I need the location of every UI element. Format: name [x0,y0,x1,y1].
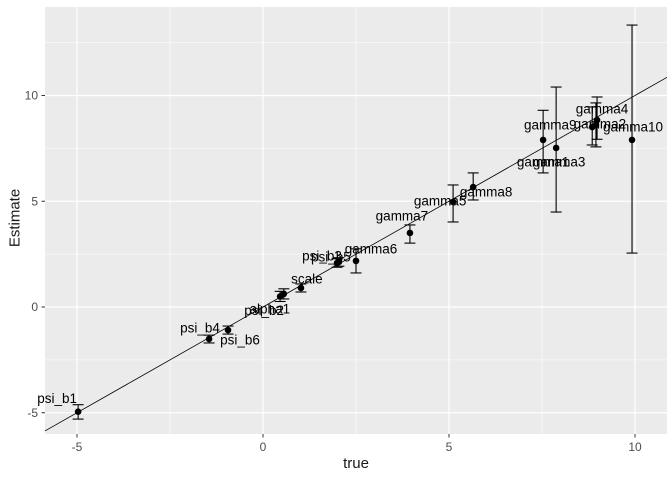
point-label-psi_b6: psi_b6 [220,333,260,348]
point-alpha1 [280,290,288,298]
point-label-psi_b1: psi_b1 [37,391,77,406]
point-gamma4 [593,116,601,124]
point-label-gamma2: gamma2 [574,116,627,131]
point-label-gamma1: gamma1 [517,154,570,169]
point-label-gamma10: gamma10 [603,119,663,134]
point-label-gamma4: gamma4 [576,102,629,117]
point-gamma6 [352,257,360,265]
x-tick-label: 0 [260,440,267,454]
y-tick-label: 10 [25,89,39,103]
point-psi_b4 [205,335,213,343]
point-label-alpha1: alpha1 [250,301,291,316]
x-tick-label: 5 [446,440,453,454]
point-label-psi_b2: psi_b2 [244,303,284,318]
y-tick-label: 0 [31,300,38,314]
x-tick-label: 10 [628,440,642,454]
y-axis-title: Estimate [6,188,24,248]
point-gamma8 [469,183,477,191]
point-label-gamma3: gamma3 [533,154,586,169]
point-label-gamma6: gamma6 [345,241,398,256]
point-label-gamma7: gamma7 [376,208,429,223]
x-tick-label: -5 [72,440,83,454]
x-axis-title: true [343,455,369,472]
point-gamma1 [539,136,547,144]
point-psi_b1 [74,408,82,415]
point-gamma3 [552,144,560,152]
point-label-gamma8: gamma8 [460,185,513,200]
y-tick-label: -5 [27,406,38,420]
point-label-psi_b5: psi_b5 [311,249,351,264]
point-gamma5 [449,198,457,206]
point-label-gamma5: gamma5 [414,193,467,208]
point-psi_b6 [224,326,232,334]
point-gamma10 [628,136,636,144]
point-gamma7 [406,229,414,237]
point-label-psi_b3: psi_b3 [302,249,342,264]
point-label-psi_b4: psi_b4 [180,320,220,335]
point-psi_b5 [335,258,343,266]
point-label-gamma9: gamma9 [524,118,577,133]
point-scale [297,284,305,292]
y-tick-label: 5 [31,194,38,208]
point-label-scale: scale [291,271,323,286]
